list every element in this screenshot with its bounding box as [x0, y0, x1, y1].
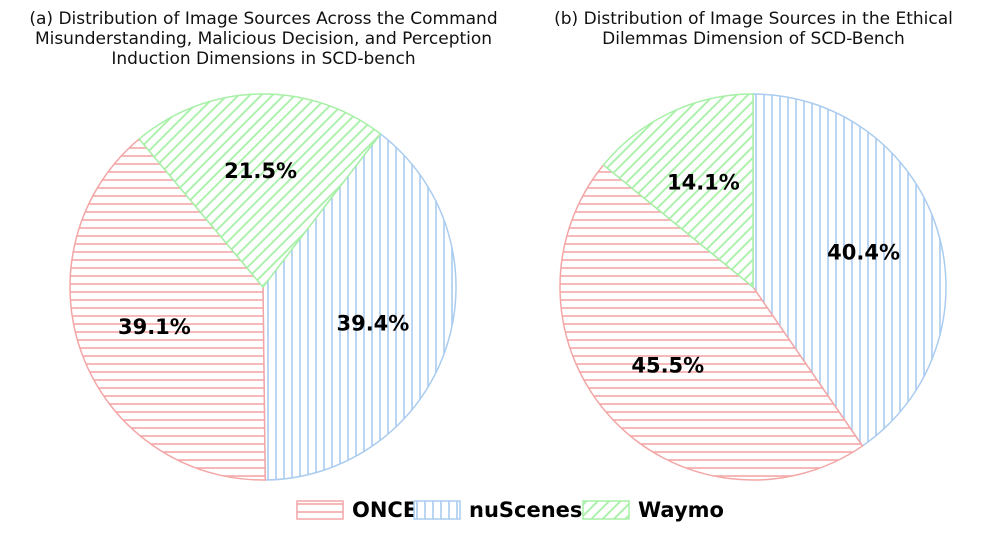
pie-b-slice-once [559, 163, 864, 481]
legend-label-waymo: Waymo [638, 498, 724, 522]
legend-label-nuscenes: nuScenes [469, 498, 583, 522]
legend-item-waymo: Waymo [582, 495, 724, 525]
legend-swatch-nuscenes [413, 500, 461, 520]
legend-item-once: ONCE [296, 495, 417, 525]
pie-b-label-waymo: 14.1% [667, 170, 740, 194]
chart-b-title-line: (b) Distribution of Image Sources in the… [554, 9, 953, 29]
pie-b-slice-waymo [602, 93, 754, 289]
legend-item-nuscenes: nuScenes [413, 495, 582, 525]
legend-label-once: ONCE [352, 498, 418, 522]
pie-chart-b: 40.4% 45.5% 14.1% [559, 93, 947, 481]
pie-chart-a: 39.4% 39.1% 21.5% [69, 93, 457, 481]
chart-a-title-line: (a) Distribution of Image Sources Across… [29, 9, 498, 29]
legend-swatch-waymo [582, 500, 630, 520]
pie-a-label-once: 39.1% [118, 315, 191, 339]
pie-a-label-nuscenes: 39.4% [336, 312, 409, 336]
legend: ONCE nuScenes Waymo [0, 495, 997, 525]
chart-a-title-line: Misunderstanding, Malicious Decision, an… [34, 29, 493, 49]
pie-b-slice-nuscenes [752, 93, 947, 447]
chart-a-title: (a) Distribution of Image Sources Across… [0, 9, 527, 69]
chart-b-title-line: Dilemmas Dimension of SCD-Bench [602, 29, 905, 49]
chart-b-title: (b) Distribution of Image Sources in the… [505, 9, 997, 49]
pie-b-label-nuscenes: 40.4% [827, 241, 900, 265]
chart-a-title-line: Induction Dimensions in SCD-bench [111, 49, 416, 69]
pie-b-label-once: 45.5% [631, 354, 704, 378]
pie-a-slice-waymo [138, 93, 382, 289]
pie-a-slice-once [69, 137, 266, 481]
pie-a-label-waymo: 21.5% [224, 159, 297, 183]
legend-swatch-once [296, 500, 344, 520]
pie-a-slice-nuscenes [262, 132, 457, 481]
